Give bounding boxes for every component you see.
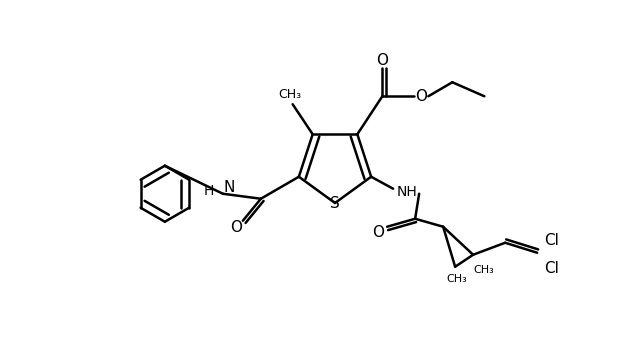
Text: CH₃: CH₃	[278, 88, 301, 101]
Text: O: O	[415, 89, 428, 104]
Text: O: O	[376, 53, 388, 68]
Text: CH₃: CH₃	[447, 274, 467, 284]
Text: Cl: Cl	[544, 233, 559, 248]
Text: Cl: Cl	[544, 261, 559, 276]
Text: H: H	[204, 184, 214, 198]
Text: S: S	[330, 196, 340, 210]
Text: CH₃: CH₃	[473, 265, 494, 275]
Text: O: O	[230, 220, 242, 235]
Text: NH: NH	[397, 185, 417, 199]
Text: N: N	[223, 180, 234, 195]
Text: O: O	[372, 225, 384, 240]
